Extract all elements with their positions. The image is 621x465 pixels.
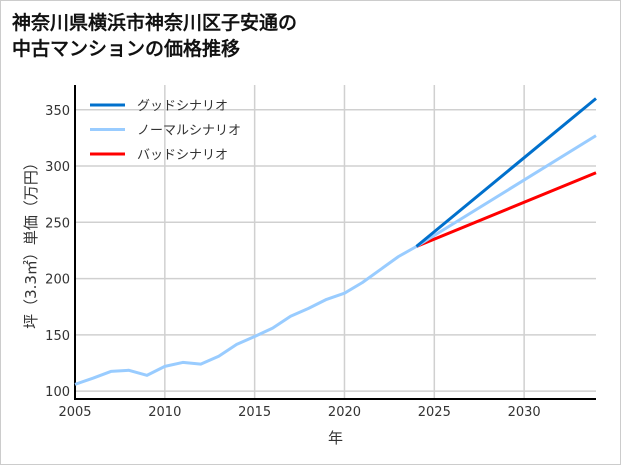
chart-title: 神奈川県横浜市神奈川区子安通の 中古マンションの価格推移 (12, 10, 297, 62)
x-tick-label: 2010 (148, 405, 181, 420)
y-tick-label: 300 (45, 160, 70, 175)
y-axis-label: 坪（3.3㎡）単価（万円） (22, 155, 40, 329)
x-tick-label: 2020 (328, 405, 361, 420)
legend-label: グッドシナリオ (137, 99, 228, 114)
title-line-2: 中古マンションの価格推移 (12, 38, 241, 60)
y-tick-label: 350 (45, 104, 70, 119)
series-line-バッドシナリオ (415, 171, 597, 248)
legend-label: ノーマルシナリオ (137, 124, 241, 139)
x-tick-label: 2005 (58, 405, 91, 420)
title-line-1: 神奈川県横浜市神奈川区子安通の (12, 12, 298, 34)
x-axis-label: 年 (328, 429, 343, 447)
x-tick-label: 2030 (508, 405, 541, 420)
legend-label: バッドシナリオ (137, 148, 228, 163)
y-tick-label: 250 (45, 216, 70, 231)
series-line-グッドシナリオ (415, 97, 597, 248)
x-tick-label: 2025 (418, 405, 451, 420)
y-tick-label: 150 (45, 329, 70, 344)
x-tick-label: 2015 (238, 405, 271, 420)
series-line-ノーマルシナリオ (415, 134, 597, 248)
y-tick-label: 200 (45, 273, 70, 288)
y-tick-label: 100 (45, 385, 70, 400)
history-line (74, 245, 418, 386)
